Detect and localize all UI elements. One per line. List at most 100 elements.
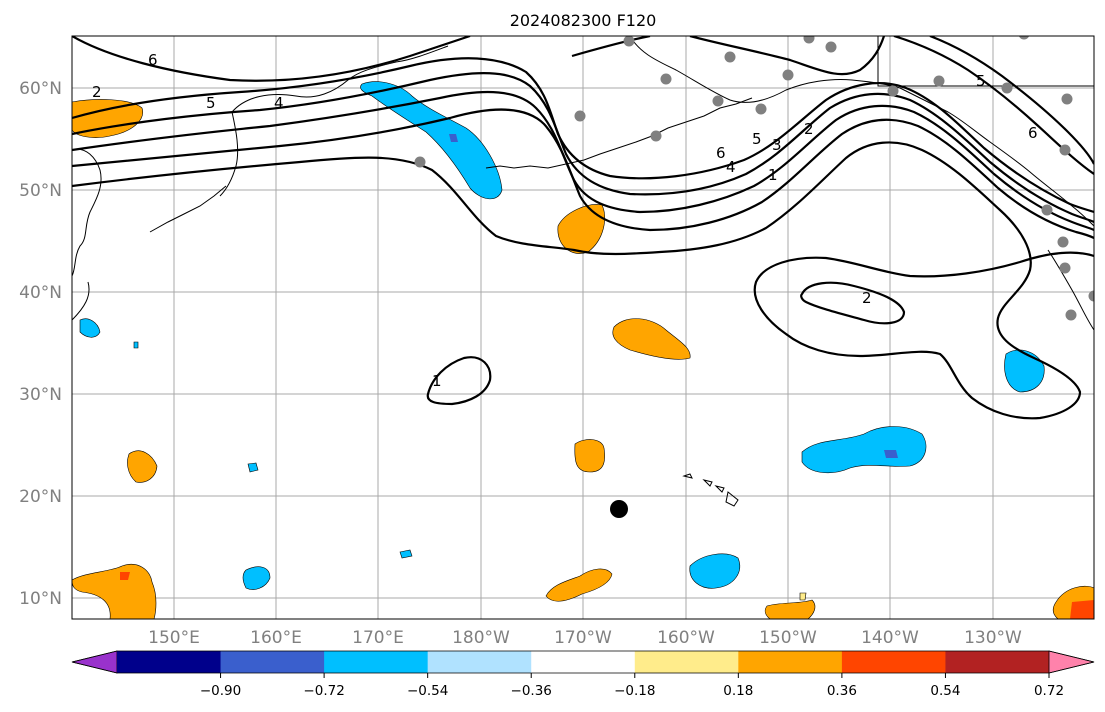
north-america-coastline (1047, 249, 1094, 331)
contour-label: 2 (804, 120, 814, 138)
colorbar-segment (634, 651, 739, 673)
contour-label: 6 (148, 51, 158, 69)
station-marker (1065, 309, 1077, 321)
station-marker (1088, 290, 1094, 302)
colorbar-segment (324, 651, 429, 673)
hawaii-islands (682, 473, 739, 507)
station-markers (414, 36, 1094, 321)
station-marker (712, 95, 724, 107)
lat-label: 40°N (19, 283, 62, 303)
colorbar-tick-label: −0.90 (200, 683, 241, 699)
station-marker (1018, 36, 1030, 40)
contour-line (571, 36, 886, 76)
colorbar-tick-label: −0.18 (614, 683, 655, 699)
colorbar-tick-label: 0.54 (930, 683, 960, 699)
contour-line (72, 57, 1094, 214)
negative-anomaly-core (884, 450, 898, 458)
coastlines (72, 36, 1094, 507)
negative-anomaly-area (399, 549, 413, 559)
colorbar-outline (71, 650, 1095, 674)
positive-anomaly-area (72, 99, 143, 138)
positive-anomaly-core (1070, 600, 1094, 619)
colorbar-segments (117, 651, 1050, 673)
colorbar: −0.90 −0.72 −0.54 −0.36 −0.18 0.18 0.36 0.54 0.7… (71, 650, 1095, 699)
station-marker (933, 75, 945, 87)
contour-label: 6 (716, 144, 726, 162)
weak-positive-area (799, 592, 807, 601)
station-marker (782, 69, 794, 81)
map-area: 6 5 4 2 6 5 4 3 2 1 1 2 5 6 (72, 36, 1094, 619)
colorbar-segment (117, 651, 222, 673)
negative-anomaly-area (689, 553, 740, 589)
negative-anomaly-area (247, 462, 259, 473)
contour-label: 3 (772, 136, 782, 154)
contour-line (72, 108, 1094, 239)
positive-anomaly-area (612, 318, 691, 360)
lat-label: 10°N (19, 589, 62, 609)
negative-anomaly-area (79, 318, 101, 338)
lat-label: 60°N (19, 79, 62, 99)
station-marker (803, 36, 815, 44)
station-marker (1057, 236, 1069, 248)
station-marker (1001, 82, 1013, 94)
negative-anomaly-area (1004, 349, 1045, 393)
lat-label: 50°N (19, 181, 62, 201)
station-marker (755, 103, 767, 115)
border-line (877, 36, 1094, 87)
contour-line (72, 141, 1094, 420)
contour-label: 1 (768, 166, 778, 184)
lon-label: 160°E (250, 628, 302, 648)
lon-label: 170°E (352, 628, 404, 648)
lon-label: 180°W (452, 628, 510, 648)
storm-center-marker (610, 500, 628, 518)
station-marker (887, 85, 899, 97)
map-title: 2024082300 F120 (510, 11, 657, 30)
contour-label: 1 (432, 372, 442, 390)
colorbar-segment (220, 651, 325, 673)
colorbar-segment (945, 651, 1050, 673)
contour-line (72, 36, 471, 82)
colorbar-ticks: −0.90 −0.72 −0.54 −0.36 −0.18 0.18 0.36 0.54 0.7… (200, 673, 1064, 699)
contour-label: 4 (726, 158, 736, 176)
aleutian-islands (485, 97, 753, 169)
colorbar-segment (531, 651, 636, 673)
positive-anomaly-area (127, 450, 158, 483)
alaska-coastline (629, 36, 1094, 227)
lon-label: 160°W (657, 628, 715, 648)
colorbar-tick-label: 0.36 (827, 683, 857, 699)
contour-line (800, 281, 906, 325)
positive-anomaly-area (545, 568, 613, 602)
colorbar-tick-label: −0.54 (407, 683, 448, 699)
lon-label: 150°W (759, 628, 817, 648)
contour-line (72, 72, 1094, 223)
station-marker (414, 156, 426, 168)
positive-anomaly-core (120, 572, 130, 580)
station-marker (574, 110, 586, 122)
lon-label: 170°W (554, 628, 612, 648)
colorbar-tick-label: −0.72 (303, 683, 344, 699)
contour-label: 6 (1028, 124, 1038, 142)
longitude-labels: 150°E 160°E 170°E 180°W 170°W 160°W 150°… (148, 628, 1022, 648)
negative-anomaly-area (242, 566, 271, 590)
contour-label: 5 (976, 72, 986, 90)
station-marker (724, 51, 736, 63)
station-marker (1059, 144, 1071, 156)
negative-anomaly-area (133, 341, 139, 349)
positive-anomaly-area (574, 439, 605, 473)
lon-label: 140°W (861, 628, 919, 648)
contour-line (72, 90, 1094, 231)
contour-label: 4 (274, 94, 284, 112)
station-marker (1061, 93, 1073, 105)
station-marker (650, 130, 662, 142)
map-frame (71, 35, 1095, 620)
contour-line (929, 36, 1094, 165)
colorbar-tick-label: 0.18 (723, 683, 753, 699)
contour-label: 2 (862, 289, 872, 307)
station-marker (1041, 204, 1053, 216)
negative-anomaly-area (801, 426, 927, 474)
colorbar-tick-label: 0.72 (1034, 683, 1064, 699)
positive-anomaly-area (72, 563, 157, 619)
colorbar-segment (427, 651, 532, 673)
lon-label: 130°W (964, 628, 1022, 648)
